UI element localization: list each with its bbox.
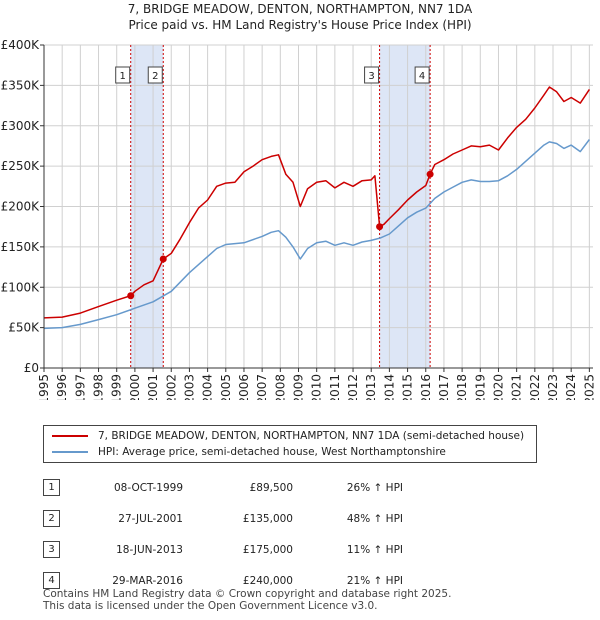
transaction-hpi: 26% ↑ HPI	[346, 481, 403, 494]
x-tick-label: 2002	[164, 374, 178, 400]
transaction-hpi: 11% ↑ HPI	[346, 543, 403, 556]
y-tick-label: £100K	[1, 280, 41, 294]
x-tick-label: 2024	[564, 374, 578, 400]
transaction-badge: 1	[43, 479, 60, 496]
x-tick-label: 2015	[401, 374, 415, 400]
x-tick-label: 2008	[273, 374, 287, 400]
sale-badge-box-3	[364, 66, 380, 84]
footer-licence: This data is licensed under the Open Gov…	[43, 600, 378, 612]
sale-badge-label-1: 1	[120, 71, 126, 82]
transaction-price: £240,000	[242, 574, 293, 587]
x-tick-label: 2023	[546, 374, 560, 400]
price-chart: 1 2 3 4 £0 £50K £100K £150K £200K £250K £300K £350K…	[1, 38, 597, 400]
x-tick-label: 2012	[346, 374, 360, 400]
legend-swatch-hpi	[52, 451, 88, 453]
x-tick-label: 2010	[310, 374, 324, 400]
x-tick-label: 1998	[92, 374, 106, 400]
x-tick-label: 2006	[237, 374, 251, 400]
x-tick-label: 2013	[364, 374, 378, 400]
transaction-date: 08-OCT-1999	[114, 481, 183, 494]
legend-swatch-property	[52, 435, 88, 437]
transaction-price: £175,000	[242, 543, 293, 556]
x-tick-label: 2000	[128, 374, 142, 400]
x-tick-label: 2021	[510, 374, 524, 400]
transaction-badge: 2	[43, 510, 60, 527]
sale-badge-box-1	[115, 66, 131, 84]
transaction-date: 29-MAR-2016	[112, 574, 183, 587]
x-tick-label: 2007	[255, 374, 269, 400]
x-tick-label: 1999	[110, 374, 124, 400]
transaction-badge: 3	[43, 541, 60, 558]
y-tick-label: £200K	[1, 200, 41, 214]
sale-badge-box-2	[147, 66, 163, 84]
x-tick-label: 1996	[55, 374, 69, 400]
transaction-price: £135,000	[242, 512, 293, 525]
x-tick-label: 2016	[419, 374, 433, 400]
transaction-price: £89,500	[249, 481, 293, 494]
table-row: 4 29-MAR-2016 £240,000 21% ↑ HPI	[43, 565, 403, 596]
table-row: 3 18-JUN-2013 £175,000 11% ↑ HPI	[43, 534, 403, 565]
x-tick-label: 2020	[491, 374, 505, 400]
y-tick-label: £0	[24, 361, 39, 375]
transactions-table: 1 08-OCT-1999 £89,500 26% ↑ HPI 2 27-JUL…	[43, 472, 403, 596]
transaction-date: 18-JUN-2013	[116, 543, 183, 556]
y-tick-label: £50K	[8, 321, 40, 335]
x-tick-label: 1995	[37, 374, 51, 400]
chart-title: 7, BRIDGE MEADOW, DENTON, NORTHAMPTON, N…	[127, 2, 473, 16]
legend-label-property: 7, BRIDGE MEADOW, DENTON, NORTHAMPTON, N…	[98, 430, 525, 442]
x-tick-label: 2019	[473, 374, 487, 400]
y-tick-label: £250K	[1, 159, 41, 173]
sale-badge-label-3: 3	[368, 71, 374, 82]
sale-badge-label-2: 2	[152, 71, 158, 82]
transaction-hpi: 21% ↑ HPI	[346, 574, 403, 587]
sale-point-4	[426, 170, 434, 178]
x-tick-label: 2011	[328, 374, 342, 400]
sale-badge-label-4: 4	[419, 71, 425, 82]
x-tick-label: 2009	[292, 374, 306, 400]
legend-item-property: 7, BRIDGE MEADOW, DENTON, NORTHAMPTON, N…	[52, 428, 524, 444]
property-series-line	[43, 86, 591, 319]
footer-copyright: Contains HM Land Registry data © Crown c…	[43, 588, 452, 600]
legend-item-hpi: HPI: Average price, semi-detached house,…	[52, 444, 446, 460]
sale-point-1	[127, 292, 135, 300]
chart-legend: 7, BRIDGE MEADOW, DENTON, NORTHAMPTON, N…	[43, 425, 537, 463]
x-tick-label: 2005	[219, 374, 233, 400]
sale-badge-box-4	[414, 66, 430, 84]
x-tick-label: 2017	[437, 374, 451, 400]
x-tick-label: 2018	[455, 374, 469, 400]
legend-label-hpi: HPI: Average price, semi-detached house,…	[98, 446, 446, 458]
transaction-hpi: 48% ↑ HPI	[346, 512, 403, 525]
hpi-series-line	[43, 139, 590, 330]
y-tick-label: £300K	[1, 119, 41, 133]
chart-subtitle: Price paid vs. HM Land Registry's House …	[128, 18, 472, 32]
transaction-badge: 4	[43, 572, 60, 589]
x-tick-label: 2014	[382, 374, 396, 400]
x-tick-label: 2022	[528, 374, 542, 400]
table-row: 2 27-JUL-2001 £135,000 48% ↑ HPI	[43, 503, 403, 534]
y-tick-label: £150K	[1, 240, 41, 254]
y-tick-label: £400K	[1, 38, 41, 52]
sale-point-2	[159, 255, 167, 263]
table-row: 1 08-OCT-1999 £89,500 26% ↑ HPI	[43, 472, 403, 503]
y-tick-label: £350K	[1, 78, 41, 92]
x-tick-label: 2001	[146, 374, 160, 400]
x-tick-label: 2025	[582, 374, 596, 400]
transaction-date: 27-JUL-2001	[118, 512, 183, 525]
x-tick-label: 2004	[201, 374, 215, 400]
sale-point-3	[376, 223, 384, 231]
x-tick-label: 1997	[73, 374, 87, 400]
x-tick-label: 2003	[182, 374, 196, 400]
